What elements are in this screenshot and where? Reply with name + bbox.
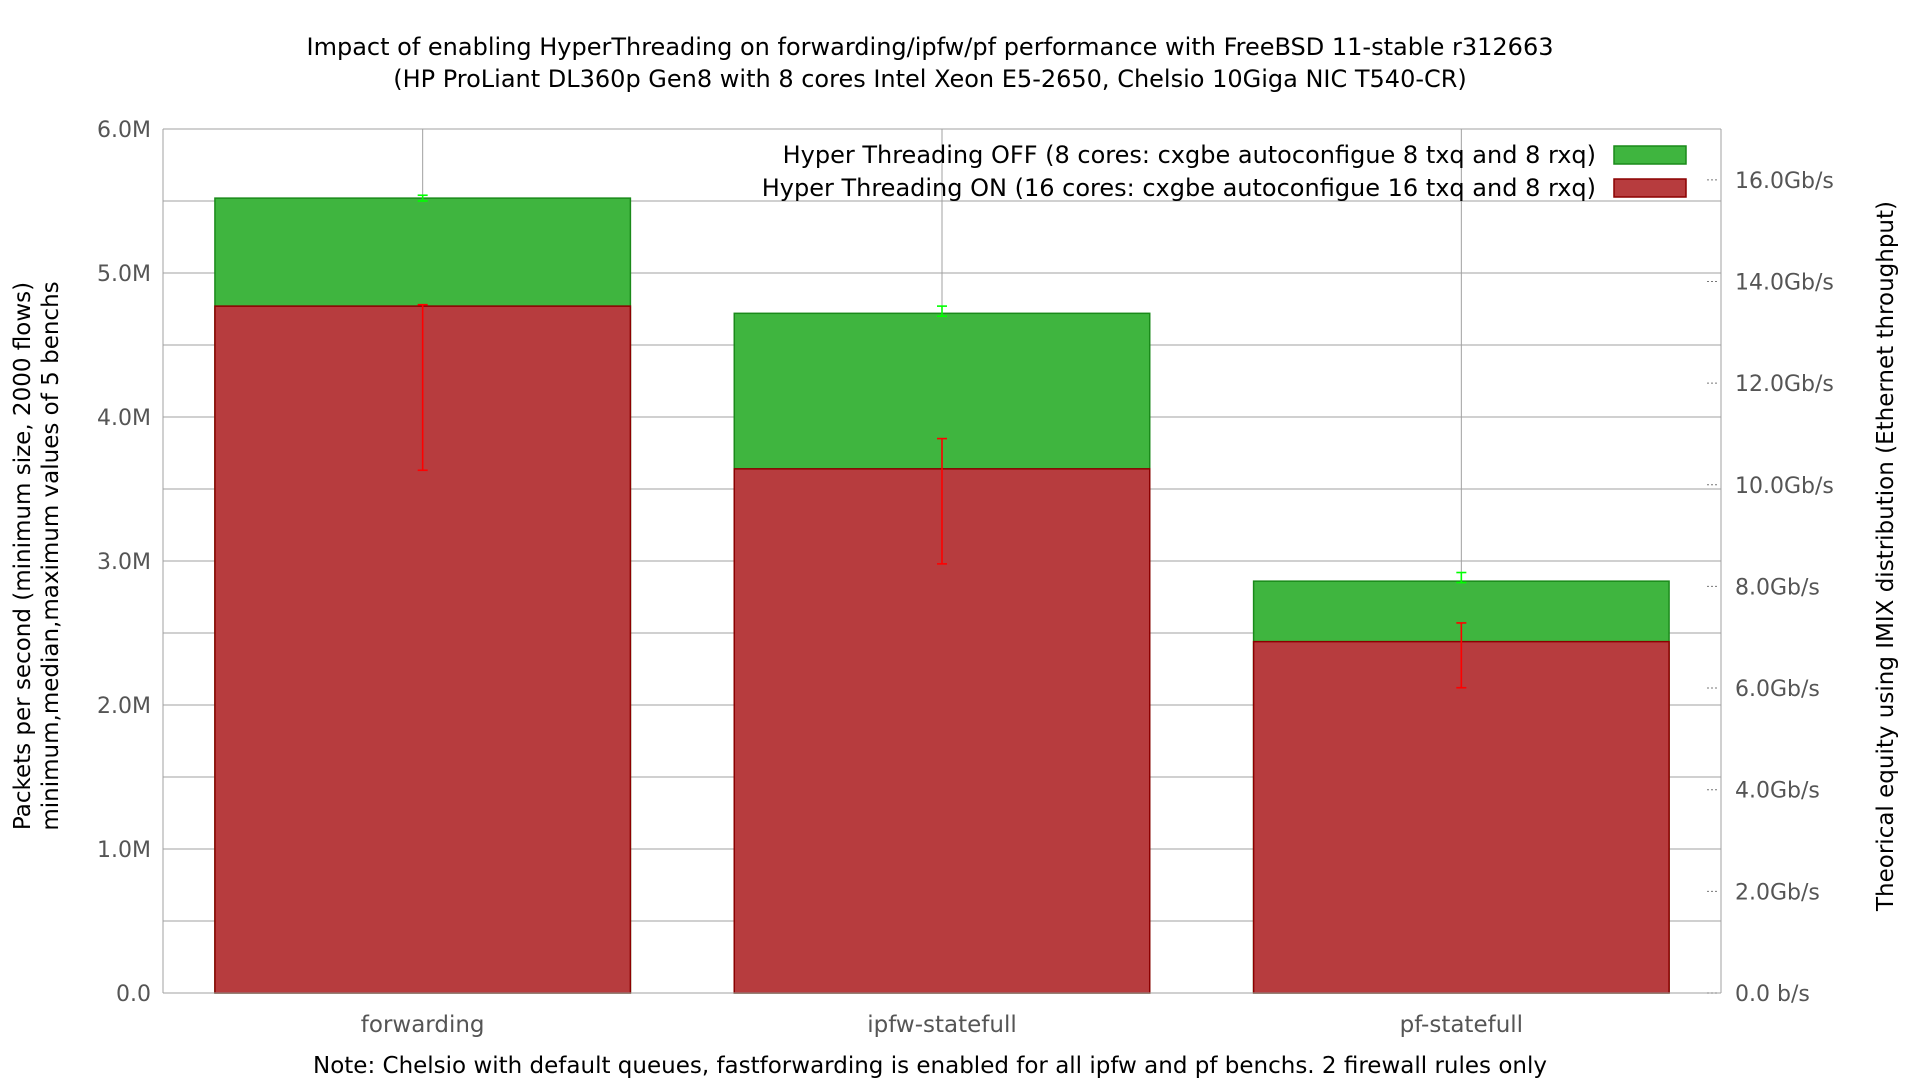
y2-tick-label: 14.0Gb/s [1735,270,1834,295]
y2-tick-label: 16.0Gb/s [1735,169,1834,194]
y2-tick-label: 6.0Gb/s [1735,677,1820,702]
axes: 0.0 1.0M 2.0M 3.0M 4.0M 5.0M 6.0M 0.0 b/s 2.0Gb/… [97,118,1834,1038]
x-tick-label-ipfw-statefull: ipfw-statefull [867,1012,1017,1038]
legend-label-ht-off: Hyper Threading OFF (8 cores: cxgbe auto… [783,141,1596,169]
y-tick-label: 5.0M [97,262,151,287]
y2-tick-label: 2.0Gb/s [1735,880,1820,905]
legend-label-ht-on: Hyper Threading ON (16 cores: cxgbe auto… [762,174,1596,202]
y2-tick-label: 0.0 b/s [1735,982,1810,1007]
y-tick-label: 4.0M [97,406,151,431]
y-axis-label: Packets per second (minimum size, 2000 f… [10,282,36,830]
y-tick-label: 6.0M [97,118,151,143]
legend: Hyper Threading OFF (8 cores: cxgbe auto… [762,141,1687,202]
chart-note: Note: Chelsio with default queues, fastf… [313,1053,1547,1079]
y2-axis-label: Theorical equity using IMIX distribution… [1873,201,1899,912]
y2-tick-label: 4.0Gb/s [1735,779,1820,804]
bars [214,197,1670,994]
y-axis-label-secondary: minimum,median,maximum values of 5 bench… [38,281,64,830]
y-tick-label: 1.0M [97,838,151,863]
legend-swatch-ht-off [1613,145,1687,165]
chart-subtitle: (HP ProLiant DL360p Gen8 with 8 cores In… [393,65,1467,93]
y-tick-label: 2.0M [97,694,151,719]
y-tick-label: 0.0 [116,982,151,1007]
error-bars [417,194,1467,689]
x-tick-label-forwarding: forwarding [361,1012,485,1038]
x-tick-label-pf-statefull: pf-statefull [1400,1012,1523,1038]
bar-pf-statefull-series-1 [1252,640,1670,994]
y2-tick-label: 8.0Gb/s [1735,575,1820,600]
y2-tick-label: 12.0Gb/s [1735,372,1834,397]
y2-tick-label: 10.0Gb/s [1735,474,1834,499]
chart-title: Impact of enabling HyperThreading on for… [307,33,1554,61]
legend-swatch-ht-on [1613,178,1687,198]
y-tick-label: 3.0M [97,550,151,575]
